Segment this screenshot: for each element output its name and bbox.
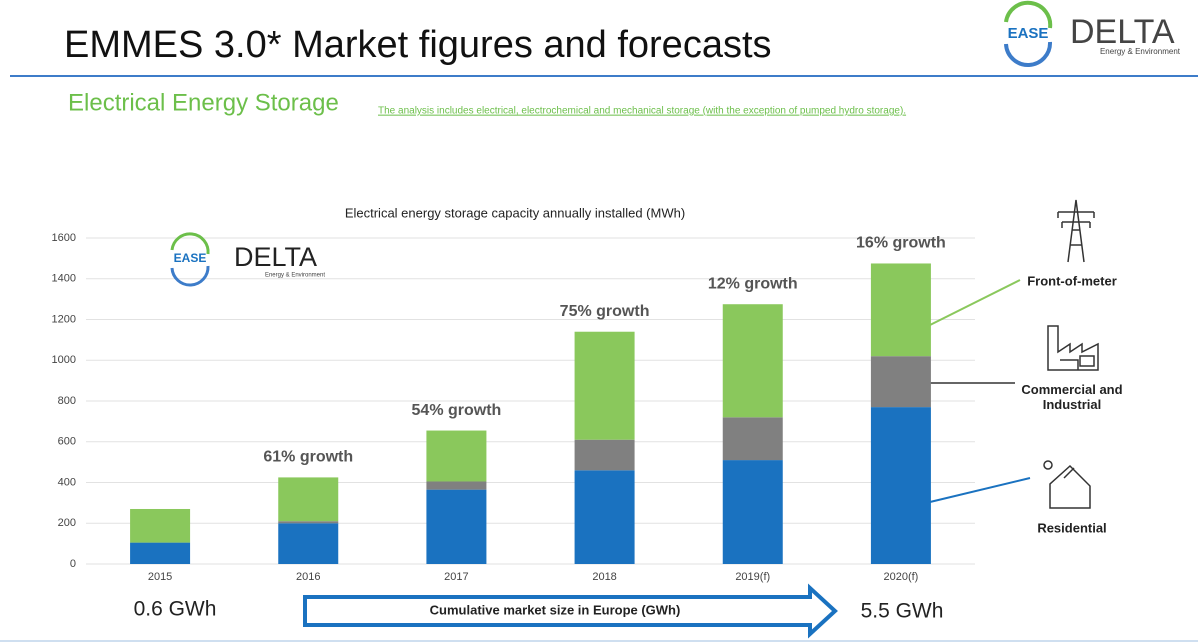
bar-segment [722, 460, 783, 564]
y-tick-label: 600 [58, 436, 76, 448]
end-size: 5.5 GWh [861, 600, 944, 623]
note: The analysis includes electrical, electr… [378, 106, 906, 117]
x-tick-label: 2015 [148, 571, 172, 583]
bar-segment [574, 331, 635, 440]
bar-segment [130, 542, 191, 564]
y-tick-label: 1600 [52, 232, 76, 244]
ease-logo: EASE [1004, 0, 1053, 67]
x-tick-label: 2020(f) [883, 571, 918, 583]
legend-label: Commercial and Industrial [1021, 382, 1123, 412]
delta-text: DELTA [1070, 13, 1175, 51]
delta-sub: Energy & Environment [1100, 47, 1181, 56]
y-tick-label: 1400 [52, 273, 76, 285]
connector [929, 477, 1031, 503]
x-tick-label: 2018 [592, 571, 616, 583]
x-tick-label: 2016 [296, 571, 320, 583]
delta-text: DELTA [234, 242, 317, 272]
x-tick-label: 2017 [444, 571, 468, 583]
subtitle: Electrical Energy Storage [68, 89, 339, 116]
ease-logo: EASE [170, 232, 210, 287]
slide-title: EMMES 3.0* Market figures and forecasts [64, 24, 772, 66]
y-tick-label: 1000 [52, 354, 76, 366]
factory-icon [1047, 325, 1099, 371]
arrow-label: Cumulative market size in Europe (GWh) [430, 602, 681, 617]
bar-segment [574, 470, 635, 564]
connector [929, 279, 1021, 326]
bar-segment [130, 508, 191, 543]
bar-segment [870, 356, 931, 408]
arrow [303, 583, 838, 639]
bar-segment [722, 417, 783, 461]
ease-text: EASE [1008, 25, 1049, 42]
legend-label: Front-of-meter [1027, 273, 1117, 289]
bar-segment [426, 489, 487, 564]
y-tick-label: 800 [58, 395, 76, 407]
x-tick-label: 2019(f) [735, 571, 770, 583]
bar-segment [278, 477, 339, 522]
bar-segment [574, 439, 635, 471]
growth-label: 12% growth [708, 275, 798, 292]
bar-segment [278, 521, 339, 524]
y-tick-label: 400 [58, 476, 76, 488]
bar-segment [426, 481, 487, 490]
pylon-icon [1057, 199, 1095, 263]
growth-label: 16% growth [856, 235, 946, 252]
start-size: 0.6 GWh [134, 598, 217, 621]
y-tick-label: 200 [58, 517, 76, 529]
growth-label: 54% growth [412, 402, 502, 419]
legend-label: Residential [1037, 520, 1107, 536]
y-tick-label: 1200 [52, 313, 76, 325]
house-icon [1043, 460, 1091, 509]
bar-segment [870, 263, 931, 357]
bar-segment [870, 407, 931, 564]
y-tick-label: 0 [70, 558, 76, 570]
growth-label: 75% growth [560, 303, 650, 320]
ease-text: EASE [174, 251, 207, 265]
delta-sub: Energy & Environment [265, 273, 325, 279]
bar-segment [426, 430, 487, 482]
bar-segment [278, 523, 339, 564]
growth-label: 61% growth [263, 449, 353, 466]
chart-title: Electrical energy storage capacity annua… [345, 205, 685, 220]
bar-segment [722, 304, 783, 418]
